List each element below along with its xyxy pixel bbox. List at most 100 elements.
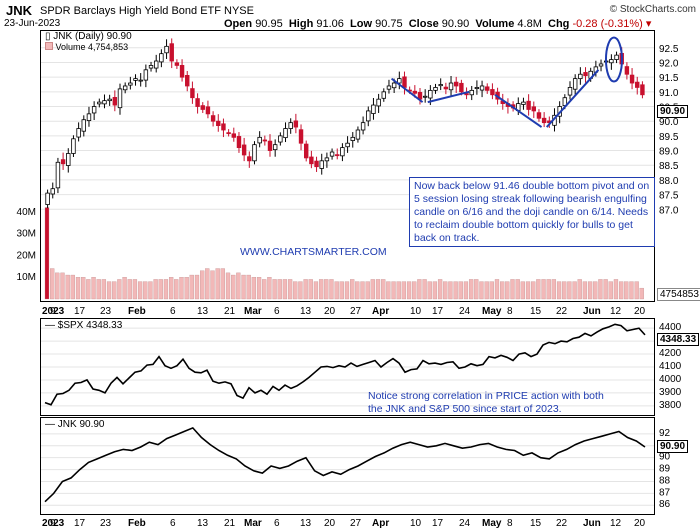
candle-body [541, 117, 547, 124]
volume-bar [143, 281, 148, 300]
series-line [44, 426, 646, 503]
candle-body [143, 69, 149, 81]
y-tick-label: 89.0 [659, 147, 679, 158]
x-tick-label: 21 [224, 518, 236, 529]
candle-body [298, 129, 304, 144]
x-tick-label: 22 [556, 518, 568, 529]
jnk-price-tag: 90.90 [657, 440, 689, 453]
x-tick-label: 6 [170, 518, 176, 529]
volume-bar [577, 279, 582, 300]
candle-body [283, 128, 288, 139]
volume-bar [386, 281, 391, 300]
volume-bar [127, 279, 132, 300]
price-tag: 90.90 [657, 105, 689, 118]
volume-bar [106, 281, 112, 300]
line-icon: — [45, 419, 55, 430]
candle-body [128, 82, 133, 86]
candle-body [360, 122, 366, 131]
volume-bar [448, 281, 453, 300]
volume-bar [406, 281, 412, 300]
candle-body [148, 65, 154, 69]
volume-bar [613, 279, 619, 300]
x-tick-label: 12 [610, 518, 622, 529]
volume-bar [256, 277, 262, 300]
candle-body [288, 122, 293, 129]
quote-summary: Open 90.95 High 91.06 Low 90.75 Close 90… [224, 17, 651, 30]
y-tick-label: 4000 [659, 374, 682, 385]
brand-credit[interactable]: © StockCharts.com [609, 4, 696, 15]
volume-bar [303, 279, 308, 300]
candle-body [490, 89, 495, 96]
volume-bar [117, 279, 122, 300]
candle-body [335, 154, 340, 157]
volume-bar [391, 281, 396, 300]
volume-bar [231, 274, 236, 300]
x-tick-label: 9 [50, 518, 56, 529]
volume-bar [536, 279, 541, 300]
y-tick-label: 4100 [659, 361, 682, 372]
volume-bar [194, 274, 200, 300]
volume-bar [412, 281, 417, 300]
candle-body [376, 98, 381, 107]
volume-bar [375, 279, 381, 300]
jnk-line-chart [41, 426, 654, 506]
candle-body [293, 120, 299, 128]
x-tick-label: 24 [459, 306, 471, 317]
volume-bar [215, 268, 220, 300]
down-triangle-icon: ▾ [645, 18, 652, 30]
candle-body [319, 160, 324, 169]
volume-bar [50, 268, 55, 300]
volume-bar [432, 281, 438, 300]
volume-bar [546, 279, 551, 300]
x-tick-label: 20 [634, 518, 646, 529]
candle-body [485, 86, 490, 91]
y-tick-label: 90.0 [659, 117, 679, 128]
candle-body [267, 140, 273, 151]
spx-chart [41, 323, 654, 407]
volume-bar [582, 281, 588, 300]
volume-bar [75, 277, 81, 300]
y-tick-label: 88.0 [659, 176, 679, 187]
candle-body [443, 86, 449, 90]
volume-tick-label: 30M [17, 229, 36, 240]
y-tick-label: 86 [659, 499, 671, 510]
candle-body [329, 151, 335, 157]
volume-bar [360, 281, 365, 300]
volume-legend-text: Volume 4,754,853 [55, 42, 129, 52]
candle-body [86, 113, 92, 122]
x-tick-label: 27 [350, 306, 362, 317]
y-tick-label: 87.5 [659, 191, 679, 202]
x-tick-label: 23 [100, 518, 112, 529]
line-icon: — [45, 320, 55, 331]
candle-body [422, 95, 428, 98]
volume-bar [510, 279, 515, 300]
x-tick-label: Mar [244, 518, 262, 529]
candle-body [117, 88, 123, 109]
volume-bar [122, 277, 127, 300]
x-tick-label: 15 [530, 518, 542, 529]
candle-body [381, 91, 387, 99]
candle-body [469, 89, 474, 96]
y-tick-label: 4200 [659, 348, 682, 359]
volume-bar [629, 281, 634, 300]
candle-body [366, 110, 371, 122]
candle-body [179, 65, 185, 78]
volume-bar [339, 281, 344, 300]
candle-body [278, 135, 283, 143]
price-legend: ▯ JNK (Daily) 90.90 [45, 31, 132, 42]
candle-body [122, 85, 128, 91]
low-label: Low [350, 18, 373, 30]
volume-bar [634, 281, 639, 300]
volume-bar [184, 277, 189, 300]
volume-bar [153, 279, 158, 300]
candle-body [448, 82, 454, 91]
volume-bar [277, 279, 282, 300]
candle-body [624, 66, 630, 75]
candle-body [609, 59, 614, 64]
x-tick-label: 17 [432, 306, 444, 317]
x-tick-label: 10 [410, 518, 422, 529]
candle-body [428, 89, 433, 99]
y-tick-label: 87 [659, 487, 671, 498]
spx-price-tag: 4348.33 [657, 333, 700, 346]
